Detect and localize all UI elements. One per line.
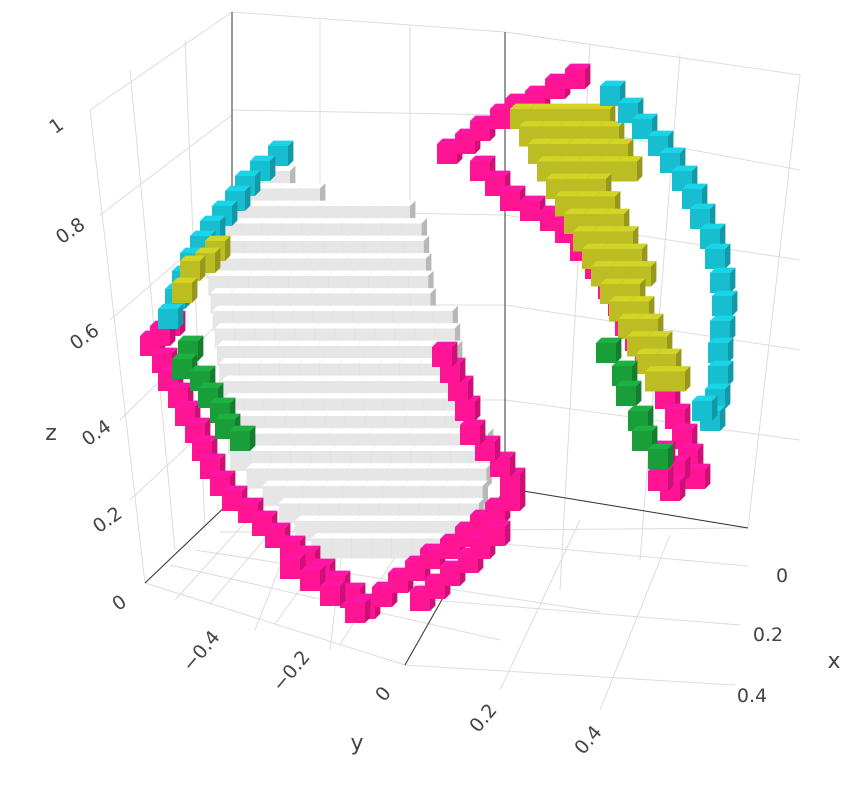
x-tick-0.4: 0.4 [737,685,767,707]
floor-grid-line [599,534,671,711]
left-wall-grid-line [89,11,233,111]
voxel-olive [172,277,198,303]
y-axis-start [144,499,233,584]
right-wall-grid-line [504,31,801,76]
voxel-cyan [710,267,736,293]
floor-grid-line [429,599,741,626]
y-axis-title: y [350,731,363,756]
x-axis-title: x [827,649,840,674]
voxel-shell [460,419,486,445]
voxel-shell [520,195,546,221]
z-tick-0.6: 0.6 [66,319,103,354]
left-wall-grid-line [129,69,176,551]
voxel-green [596,337,622,363]
voxel-cyan [710,315,736,341]
voxel-cyan [708,337,734,363]
y-tick-0: 0 [371,682,396,705]
x-tick-0: 0 [776,565,788,587]
y-tick-0.4: 0.4 [570,721,606,758]
voxel-shell [475,435,501,461]
voxel-cyan [158,303,184,329]
voxel-cyan [700,223,726,249]
z-tick-1: 1 [45,114,68,139]
voxel-olive [665,366,691,392]
z-axis-ticks: 1 0.8 0.6 0.4 0.2 0 [45,114,131,616]
voxel-cyan [690,203,716,229]
z-tick-0.2: 0.2 [89,502,126,537]
z-tick-0: 0 [108,591,131,616]
y-axis-ticks: −0.4 −0.2 0 0.2 0.4 [178,626,606,758]
left-wall-grid-line [99,114,233,216]
voxel-cyan [705,243,731,269]
z-tick-0.4: 0.4 [78,415,115,450]
x-tick-0.2: 0.2 [753,624,783,646]
voxel-layer [140,63,738,623]
floor-grid-line [404,664,736,686]
voxel-shell [665,403,691,429]
back-wall-grid-line [231,11,506,33]
voxel-green [648,443,674,469]
z-axis-title: z [45,421,57,446]
voxel-cyan [692,395,718,421]
floor-grid-line [144,582,406,666]
voxel-cyan [268,140,294,166]
x-axis-line [504,487,749,529]
voxel-shell [500,467,526,493]
voxel-shell [320,580,346,606]
y-tick-neg0.4: −0.4 [178,626,225,675]
right-wall-grid-line [747,74,801,529]
left-wall-grid-line [89,109,146,584]
voxel-shell [432,341,458,367]
floor-grid-line [499,519,581,691]
voxel-shell [565,63,591,89]
voxel-green [230,425,256,451]
voxel-olive [617,156,643,182]
voxel-cyan [682,183,708,209]
voxel-green [616,380,642,406]
z-tick-0.8: 0.8 [52,213,89,248]
voxel-cyan [708,360,734,386]
x-axis-ticks: 0 0.2 0.4 [737,565,788,707]
voxel-shell [345,597,371,623]
y-tick-neg0.2: −0.2 [268,646,315,695]
back-wall-grid-line [231,109,506,116]
voxel-olive [180,255,206,281]
voxel-shell [648,465,674,491]
voxel-cyan [712,290,738,316]
y-tick-0.2: 0.2 [465,699,501,736]
voxel-shell [485,520,511,546]
floor-grid-line [459,539,749,567]
